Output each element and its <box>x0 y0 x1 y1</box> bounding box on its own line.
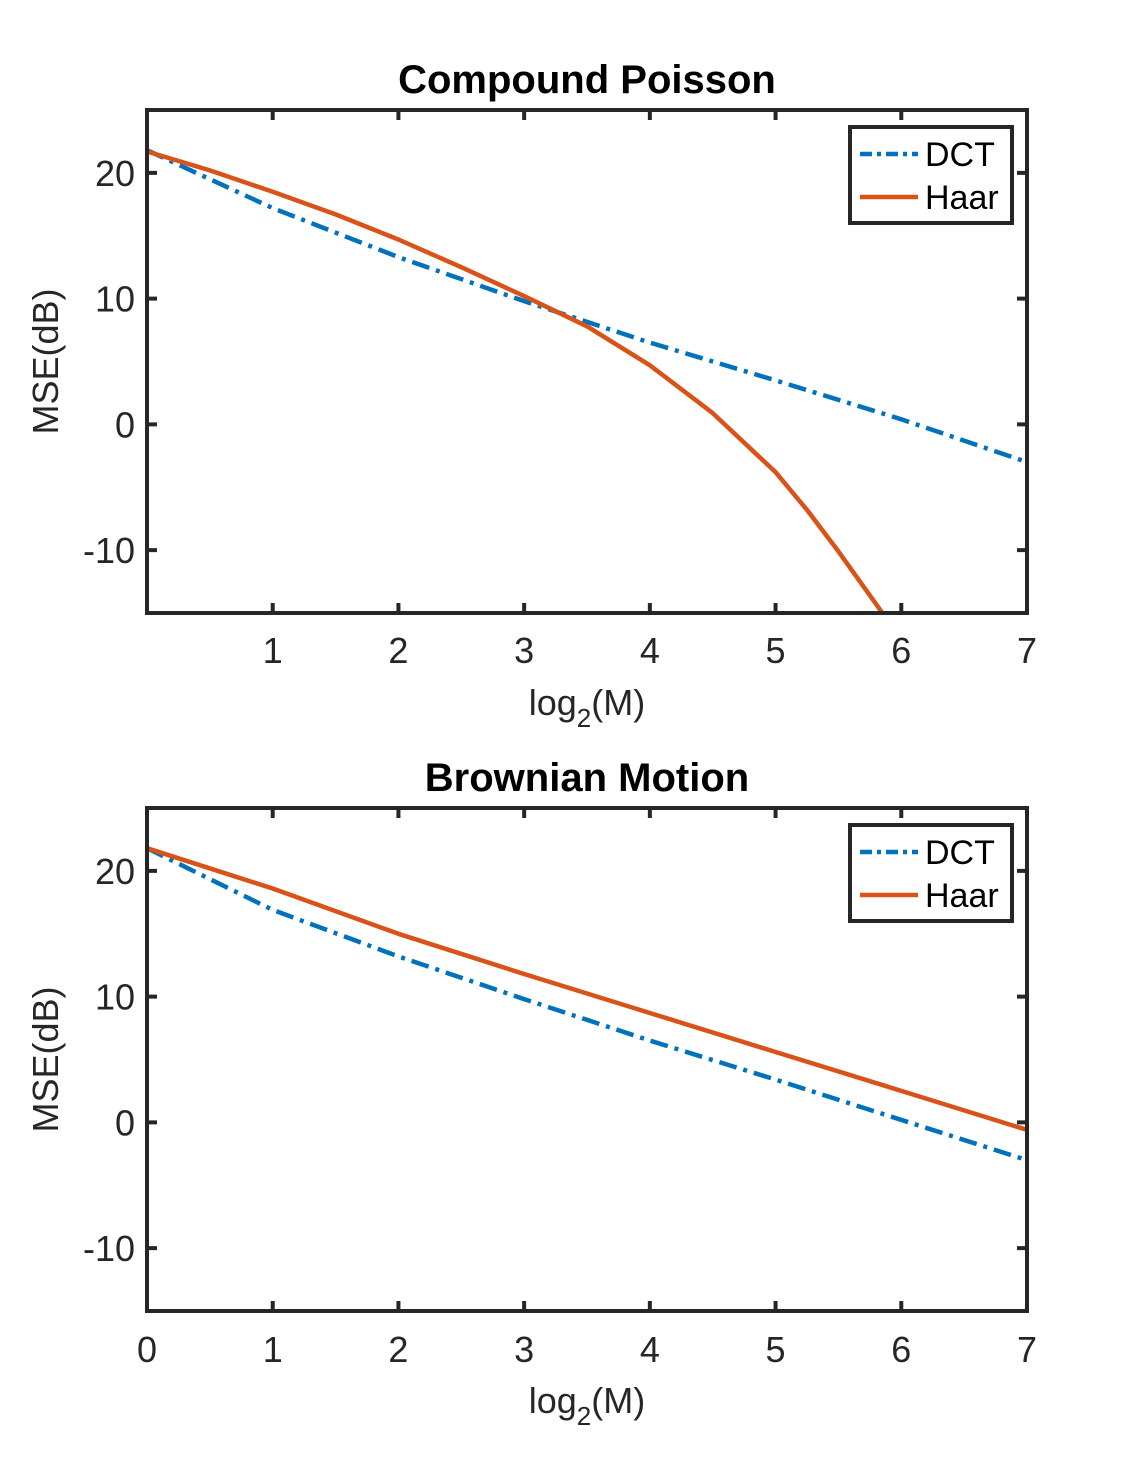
legend: DCT Haar <box>848 823 1014 923</box>
x-tick-label: 7 <box>1017 1329 1037 1370</box>
chart-title: Compound Poisson <box>398 58 776 102</box>
series-line-haar <box>147 846 1027 1133</box>
y-tick-label: 0 <box>115 1102 135 1143</box>
x-axis-label: log2(M) <box>529 1380 645 1431</box>
y-tick-label: 10 <box>95 977 135 1018</box>
x-axis-label-suffix: (M) <box>591 1380 645 1421</box>
y-tick-label: -10 <box>83 530 135 571</box>
x-axis-label-suffix: (M) <box>591 682 645 723</box>
x-axis-label-subscript: 2 <box>577 703 591 733</box>
legend-box <box>848 823 1014 923</box>
x-tick-label: 4 <box>640 630 660 671</box>
series-line-dct <box>147 846 1027 1163</box>
plot-area <box>147 846 1027 1163</box>
y-tick-label: 20 <box>95 153 135 194</box>
x-axis-label: log2(M) <box>529 682 645 733</box>
legend-label-dct: DCT <box>925 136 995 174</box>
x-tick-label: 2 <box>388 1329 408 1370</box>
chart-title: Brownian Motion <box>425 756 749 800</box>
x-axis-label-subscript: 2 <box>577 1401 591 1431</box>
x-tick-label: 0 <box>137 1329 157 1370</box>
legend-label-haar: Haar <box>925 179 999 217</box>
legend: DCT Haar <box>848 125 1014 225</box>
axes-box <box>145 108 1029 615</box>
x-tick-label: 3 <box>514 630 534 671</box>
x-tick-label: 1 <box>263 1329 283 1370</box>
x-tick-label: 7 <box>1017 630 1037 671</box>
plot-area <box>147 148 1027 613</box>
legend-label-dct: DCT <box>925 834 995 872</box>
x-tick-label: 6 <box>891 1329 911 1370</box>
x-axis-label-main: log <box>529 1380 577 1421</box>
legend-label-haar: Haar <box>925 877 999 915</box>
x-tick-label: 5 <box>766 630 786 671</box>
series-line-dct <box>147 148 1027 465</box>
x-tick-label: 6 <box>891 630 911 671</box>
y-tick-label: -10 <box>83 1228 135 1269</box>
y-tick-label: 10 <box>95 279 135 320</box>
axes-box <box>145 806 1029 1313</box>
x-tick-label: 4 <box>640 1329 660 1370</box>
x-tick-label: 1 <box>263 630 283 671</box>
series-line-haar <box>147 149 885 613</box>
legend-box <box>848 125 1014 225</box>
x-tick-label: 3 <box>514 1329 534 1370</box>
x-axis-label-main: log <box>529 682 577 723</box>
y-axis-label: MSE(dB) <box>25 288 66 434</box>
y-axis-label: MSE(dB) <box>25 986 66 1132</box>
x-tick-label: 2 <box>388 630 408 671</box>
y-tick-label: 0 <box>115 404 135 445</box>
y-tick-label: 20 <box>95 851 135 892</box>
x-tick-label: 5 <box>766 1329 786 1370</box>
